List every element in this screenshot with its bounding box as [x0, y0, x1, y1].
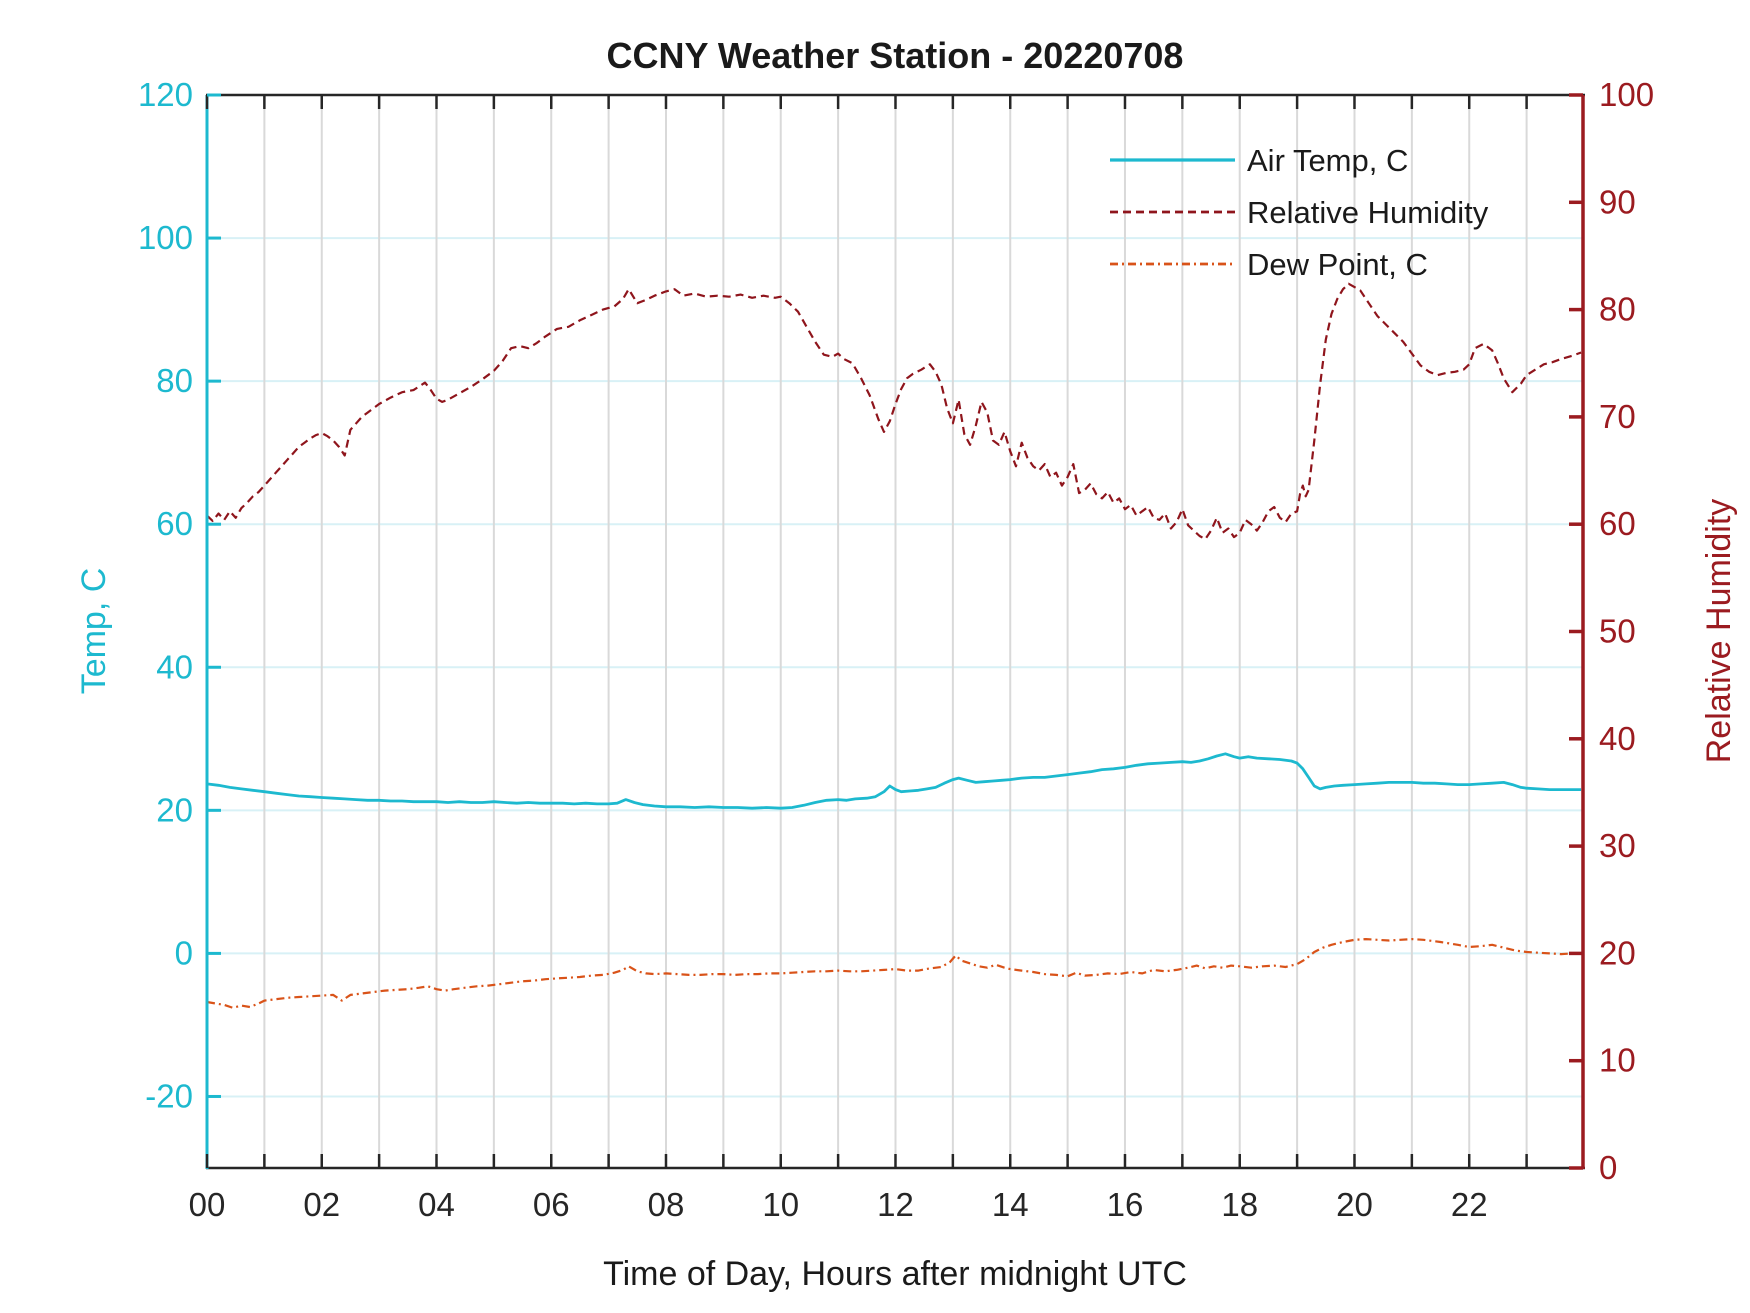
- chart-title: CCNY Weather Station - 20220708: [607, 35, 1184, 76]
- legend: Air Temp, C Relative Humidity Dew Point, C: [1110, 143, 1489, 282]
- right-y-tick-label: 80: [1599, 291, 1636, 328]
- x-tick-label: 16: [1107, 1186, 1144, 1223]
- series-layer: [206, 282, 1582, 1009]
- x-tick-label: 18: [1221, 1186, 1258, 1223]
- right-y-tick-label: 30: [1599, 827, 1636, 864]
- left-y-tick-label: -20: [145, 1077, 193, 1114]
- x-tick-label: 22: [1451, 1186, 1488, 1223]
- left-y-tick-label: 60: [156, 505, 193, 542]
- legend-label-air-temp: Air Temp, C: [1247, 143, 1408, 178]
- right-y-tick-label: 60: [1599, 505, 1636, 542]
- right-y-tick-label: 70: [1599, 398, 1636, 435]
- x-tick-label: 06: [533, 1186, 570, 1223]
- right-y-axis-label: Relative Humidity: [1700, 499, 1738, 764]
- right-y-tick-label: 10: [1599, 1042, 1636, 1079]
- left-y-tick-label: 100: [138, 219, 193, 256]
- right-y-tick-label: 0: [1599, 1149, 1617, 1186]
- legend-label-dew-point: Dew Point, C: [1247, 247, 1428, 282]
- right-y-tick-label: 20: [1599, 934, 1636, 971]
- grid-layer: [207, 95, 1583, 1168]
- legend-label-relative-humidity: Relative Humidity: [1247, 195, 1489, 230]
- right-y-tick-label: 100: [1599, 76, 1654, 113]
- series-line-dew-point: [206, 938, 1582, 1009]
- left-y-axis-label: Temp, C: [75, 568, 113, 695]
- series-line-relative-humidity: [206, 282, 1582, 541]
- x-axis-label: Time of Day, Hours after midnight UTC: [603, 1255, 1187, 1293]
- x-tick-label: 04: [418, 1186, 455, 1223]
- axes-layer: [205, 93, 1585, 1170]
- x-tick-label: 08: [648, 1186, 685, 1223]
- series-line-air-temp: [206, 752, 1582, 810]
- x-tick-label: 00: [189, 1186, 226, 1223]
- tick-label-layer: 00 02 04 06 08 10 12 14 16 18 20 22-200204060801001…: [138, 76, 1654, 1223]
- right-y-tick-label: 40: [1599, 720, 1636, 757]
- x-tick-label: 12: [877, 1186, 914, 1223]
- x-tick-label: 20: [1336, 1186, 1373, 1223]
- left-y-tick-label: 20: [156, 791, 193, 828]
- x-tick-label: 10: [762, 1186, 799, 1223]
- left-y-tick-label: 120: [138, 76, 193, 113]
- left-y-tick-label: 0: [175, 934, 193, 971]
- left-y-tick-label: 40: [156, 648, 193, 685]
- right-y-tick-label: 50: [1599, 613, 1636, 650]
- x-tick-label: 02: [303, 1186, 340, 1223]
- right-y-tick-label: 90: [1599, 183, 1636, 220]
- left-y-tick-label: 80: [156, 362, 193, 399]
- x-tick-label: 14: [992, 1186, 1029, 1223]
